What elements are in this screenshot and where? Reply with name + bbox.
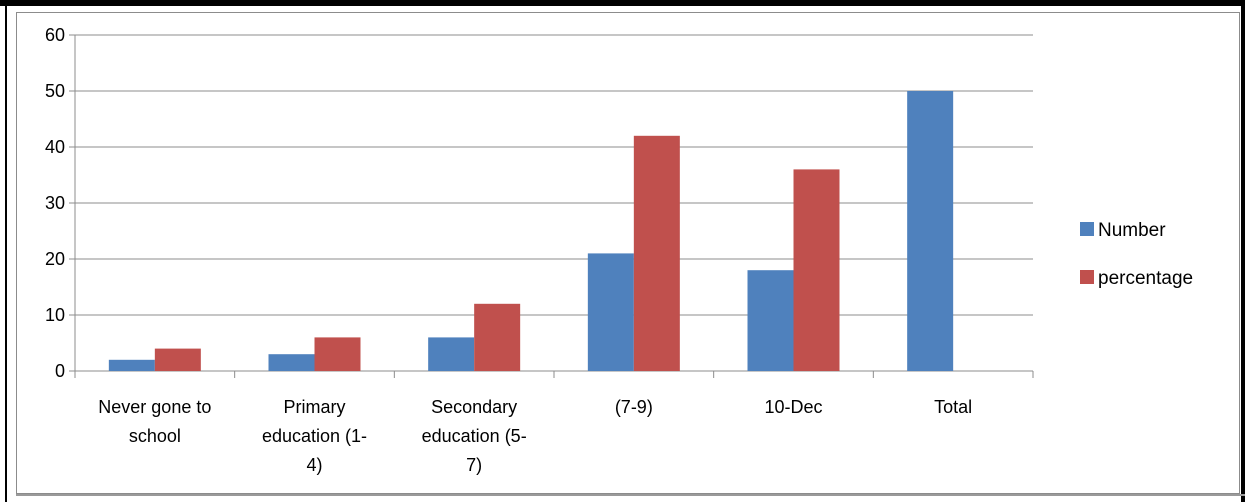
top-border-rule: [0, 0, 1245, 6]
x-category-label-4: 10-Dec: [764, 397, 822, 417]
bar-number-4: [747, 270, 794, 371]
bar-number-5: [907, 91, 954, 371]
legend-swatch-number: [1080, 222, 1094, 236]
y-tick-label-30: 30: [45, 193, 65, 213]
y-tick-label-40: 40: [45, 137, 65, 157]
bar-percentage-2: [474, 303, 521, 371]
x-category-label-line: Never gone to: [98, 397, 211, 417]
left-border-rule: [5, 6, 7, 502]
x-category-label-3: (7-9): [615, 397, 653, 417]
x-category-label-line: 7): [466, 455, 482, 475]
legend-swatch-percentage: [1080, 270, 1094, 284]
bar-percentage-1: [314, 337, 361, 371]
x-category-label-0: Never gone to school: [98, 397, 211, 446]
y-tick-label-10: 10: [45, 305, 65, 325]
x-category-label-line: (7-9): [615, 397, 653, 417]
chart-area-border: [16, 12, 1240, 494]
bar-number-0: [108, 359, 155, 371]
x-category-label-line: education (1-: [262, 426, 367, 446]
x-category-label-line: Primary: [284, 397, 346, 417]
y-tick-label-20: 20: [45, 249, 65, 269]
bottom-border-rule: [16, 494, 1245, 496]
bar-percentage-0: [154, 348, 201, 371]
bar-percentage-4: [793, 169, 840, 371]
bar-percentage-3: [633, 135, 680, 371]
bar-number-1: [268, 354, 315, 371]
bar-number-3: [587, 253, 634, 371]
x-category-label-line: school: [129, 426, 181, 446]
x-category-label-line: Total: [934, 397, 972, 417]
y-tick-label-50: 50: [45, 81, 65, 101]
x-category-label-1: Primary education (1- 4): [262, 397, 367, 475]
legend-label-number: Number: [1098, 220, 1166, 241]
x-category-label-line: education (5-: [422, 426, 527, 446]
bar-number-2: [428, 337, 475, 371]
legend-label-percentage: percentage: [1098, 268, 1193, 289]
x-category-label-line: 10-Dec: [764, 397, 822, 417]
y-tick-label-60: 60: [45, 25, 65, 45]
x-category-label-line: 4): [306, 455, 322, 475]
y-tick-label-0: 0: [55, 361, 65, 381]
x-category-label-2: Secondary education (5- 7): [422, 397, 527, 475]
x-category-label-5: Total: [934, 397, 972, 417]
right-border-rule: [1241, 6, 1245, 502]
x-category-label-line: Secondary: [431, 397, 517, 417]
